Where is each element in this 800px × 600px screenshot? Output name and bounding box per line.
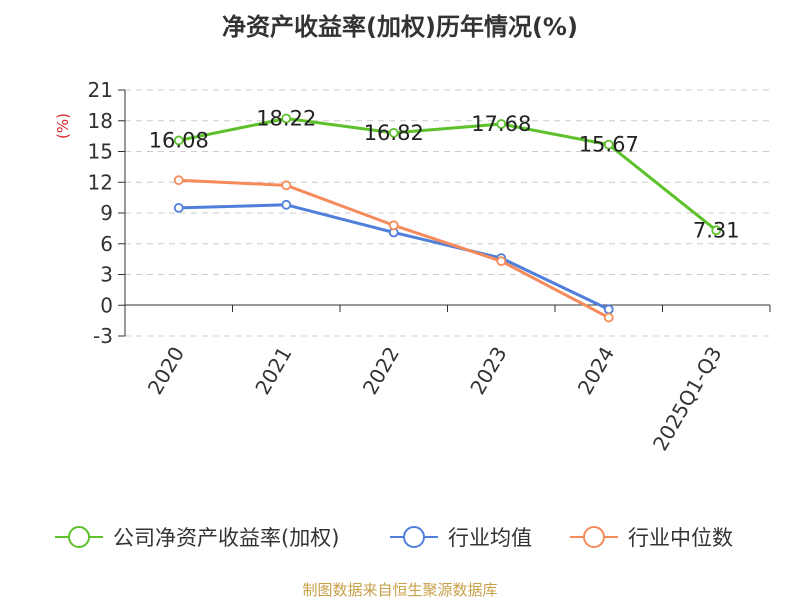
x-tick-label: 2020 [143, 343, 189, 399]
y-tick-label: 0 [100, 293, 113, 317]
legend-marker [583, 526, 605, 548]
y-axis-unit-label: (%) [54, 113, 72, 139]
data-labels: 16.08 18.22 16.82 17.68 15.67 7.31 [149, 106, 740, 242]
data-point-0 [281, 113, 292, 124]
data-label: 17.68 [471, 112, 531, 136]
x-tick-label: 2023 [465, 343, 511, 399]
data-point-2 [496, 256, 507, 267]
y-tick-label: 12 [88, 170, 113, 194]
data-point-1 [281, 199, 292, 210]
data-point-0 [603, 139, 614, 150]
legend-marker [403, 526, 425, 548]
source-footer: 制图数据来自恒生聚源数据库 [302, 581, 497, 599]
y-tick-label: 9 [100, 201, 113, 225]
legend-label: 公司净资产收益率(加权) [113, 526, 339, 550]
x-tick-label: 2021 [250, 343, 296, 399]
grid-lines [125, 89, 770, 337]
data-point-0 [173, 135, 184, 146]
legend: 公司净资产收益率(加权) 行业均值 行业中位数 [55, 526, 733, 550]
data-label: 16.82 [364, 121, 424, 145]
data-point-2 [173, 175, 184, 186]
y-tick-label: 6 [100, 232, 113, 256]
data-point-0 [388, 127, 399, 138]
data-point-1 [603, 304, 614, 315]
y-tick-label: 3 [100, 263, 113, 287]
x-tick-label: 2022 [358, 343, 404, 399]
x-tick-label: 2024 [573, 343, 619, 399]
data-point-0 [711, 225, 722, 236]
y-tick-label: 21 [88, 78, 113, 102]
legend-label: 行业中位数 [628, 526, 733, 550]
data-point-0 [496, 119, 507, 129]
legend-marker [68, 526, 90, 548]
data-label: 16.08 [149, 128, 209, 152]
series-line-0 [178, 116, 718, 232]
data-point-2 [281, 180, 292, 191]
chart-title: 净资产收益率(加权)历年情况(%) [222, 13, 578, 41]
data-label: 15.67 [579, 133, 639, 157]
data-point-1 [173, 202, 184, 213]
series-lines [173, 113, 722, 323]
data-point-2 [388, 220, 399, 231]
data-label: 7.31 [693, 218, 740, 242]
x-tick-label: 2025Q1-Q3 [648, 343, 727, 455]
y-tick-label: 18 [88, 109, 113, 133]
series-line-2 [178, 178, 610, 319]
data-label: 18.22 [256, 106, 316, 130]
y-tick-label: -3 [93, 324, 113, 348]
data-point-2 [603, 312, 614, 323]
legend-label: 行业均值 [448, 526, 532, 550]
y-tick-label: 15 [88, 140, 113, 164]
